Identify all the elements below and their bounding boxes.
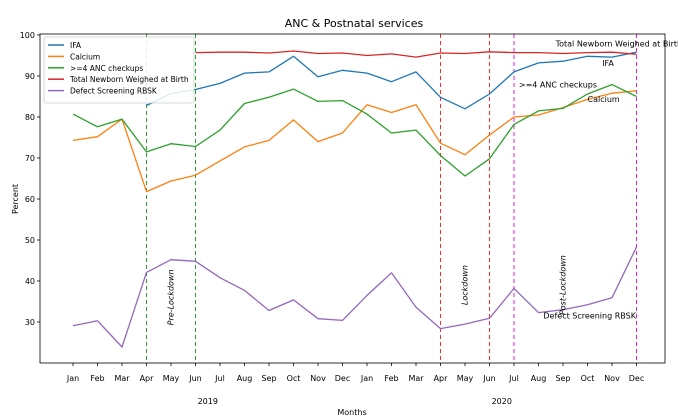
x-tick-label: Mar — [408, 374, 424, 383]
legend-box — [43, 36, 195, 104]
legend-entry: Calcium — [70, 52, 100, 61]
series-line — [72, 246, 638, 348]
series-line — [195, 50, 637, 58]
x-tick-label: Jun — [482, 374, 496, 383]
y-tick-label: 60 — [25, 195, 35, 204]
x-axis-label: Months — [337, 408, 366, 417]
x-tick-label: Apr — [140, 374, 155, 383]
x-tick-label: Feb — [90, 374, 104, 383]
x-tick-label: May — [457, 374, 474, 383]
x-tick-label: Sep — [555, 374, 570, 383]
phase-annotation: Lockdown — [461, 265, 470, 305]
y-tick-label: 30 — [25, 318, 35, 327]
x-tick-label: Jun — [188, 374, 202, 383]
chart-title: ANC & Postnatal services — [285, 17, 424, 30]
series-line — [72, 83, 637, 177]
x-tick-label: Jul — [508, 374, 519, 383]
y-tick-label: 40 — [25, 277, 35, 286]
year-label: 2019 — [198, 397, 218, 406]
x-tick-label: Jan — [66, 374, 79, 383]
phase-annotation: Post-Lockdown — [559, 255, 568, 315]
legend-entry: >=4 ANC checkups — [70, 64, 143, 73]
series-line — [72, 90, 637, 193]
plot-frame — [39, 33, 666, 364]
series-annotation: Defect Screening RBSK — [543, 311, 636, 320]
x-tick-label: Mar — [114, 374, 130, 383]
x-tick-label: Oct — [581, 374, 595, 383]
series-annotation: >=4 ANC checkups — [519, 81, 597, 90]
x-tick-label: Aug — [531, 374, 547, 383]
x-tick-label: May — [163, 374, 180, 383]
y-tick-label: 90 — [25, 72, 35, 81]
year-label: 2020 — [492, 397, 512, 406]
x-tick-label: Jul — [214, 374, 225, 383]
y-tick-label: 50 — [25, 236, 35, 245]
x-tick-label: Nov — [604, 374, 620, 383]
y-tick-label: 80 — [25, 113, 35, 122]
legend-entry: IFA — [70, 41, 82, 50]
x-tick-label: Dec — [629, 374, 644, 383]
x-tick-label: Sep — [261, 374, 276, 383]
series-annotation: IFA — [602, 59, 614, 68]
phase-annotation: Pre-Lockdown — [166, 269, 175, 325]
x-tick-label: Nov — [310, 374, 326, 383]
x-tick-label: Aug — [237, 374, 253, 383]
y-tick-label: 70 — [25, 154, 35, 163]
x-tick-label: Apr — [434, 374, 449, 383]
x-tick-label: Oct — [287, 374, 301, 383]
y-axis-label: Percent — [11, 184, 20, 214]
x-tick-label: Jan — [360, 374, 373, 383]
series-annotation: Calcium — [588, 95, 620, 104]
legend-entry: Total Newborn Weighed at Birth — [69, 75, 189, 84]
y-tick-label: 100 — [20, 31, 35, 40]
series-annotation: Total Newborn Weighed at Birth — [555, 40, 678, 49]
x-tick-label: Dec — [335, 374, 350, 383]
series-line — [146, 51, 637, 110]
x-tick-label: Feb — [384, 374, 398, 383]
legend-entry: Defect Screening RBSK — [70, 87, 158, 96]
